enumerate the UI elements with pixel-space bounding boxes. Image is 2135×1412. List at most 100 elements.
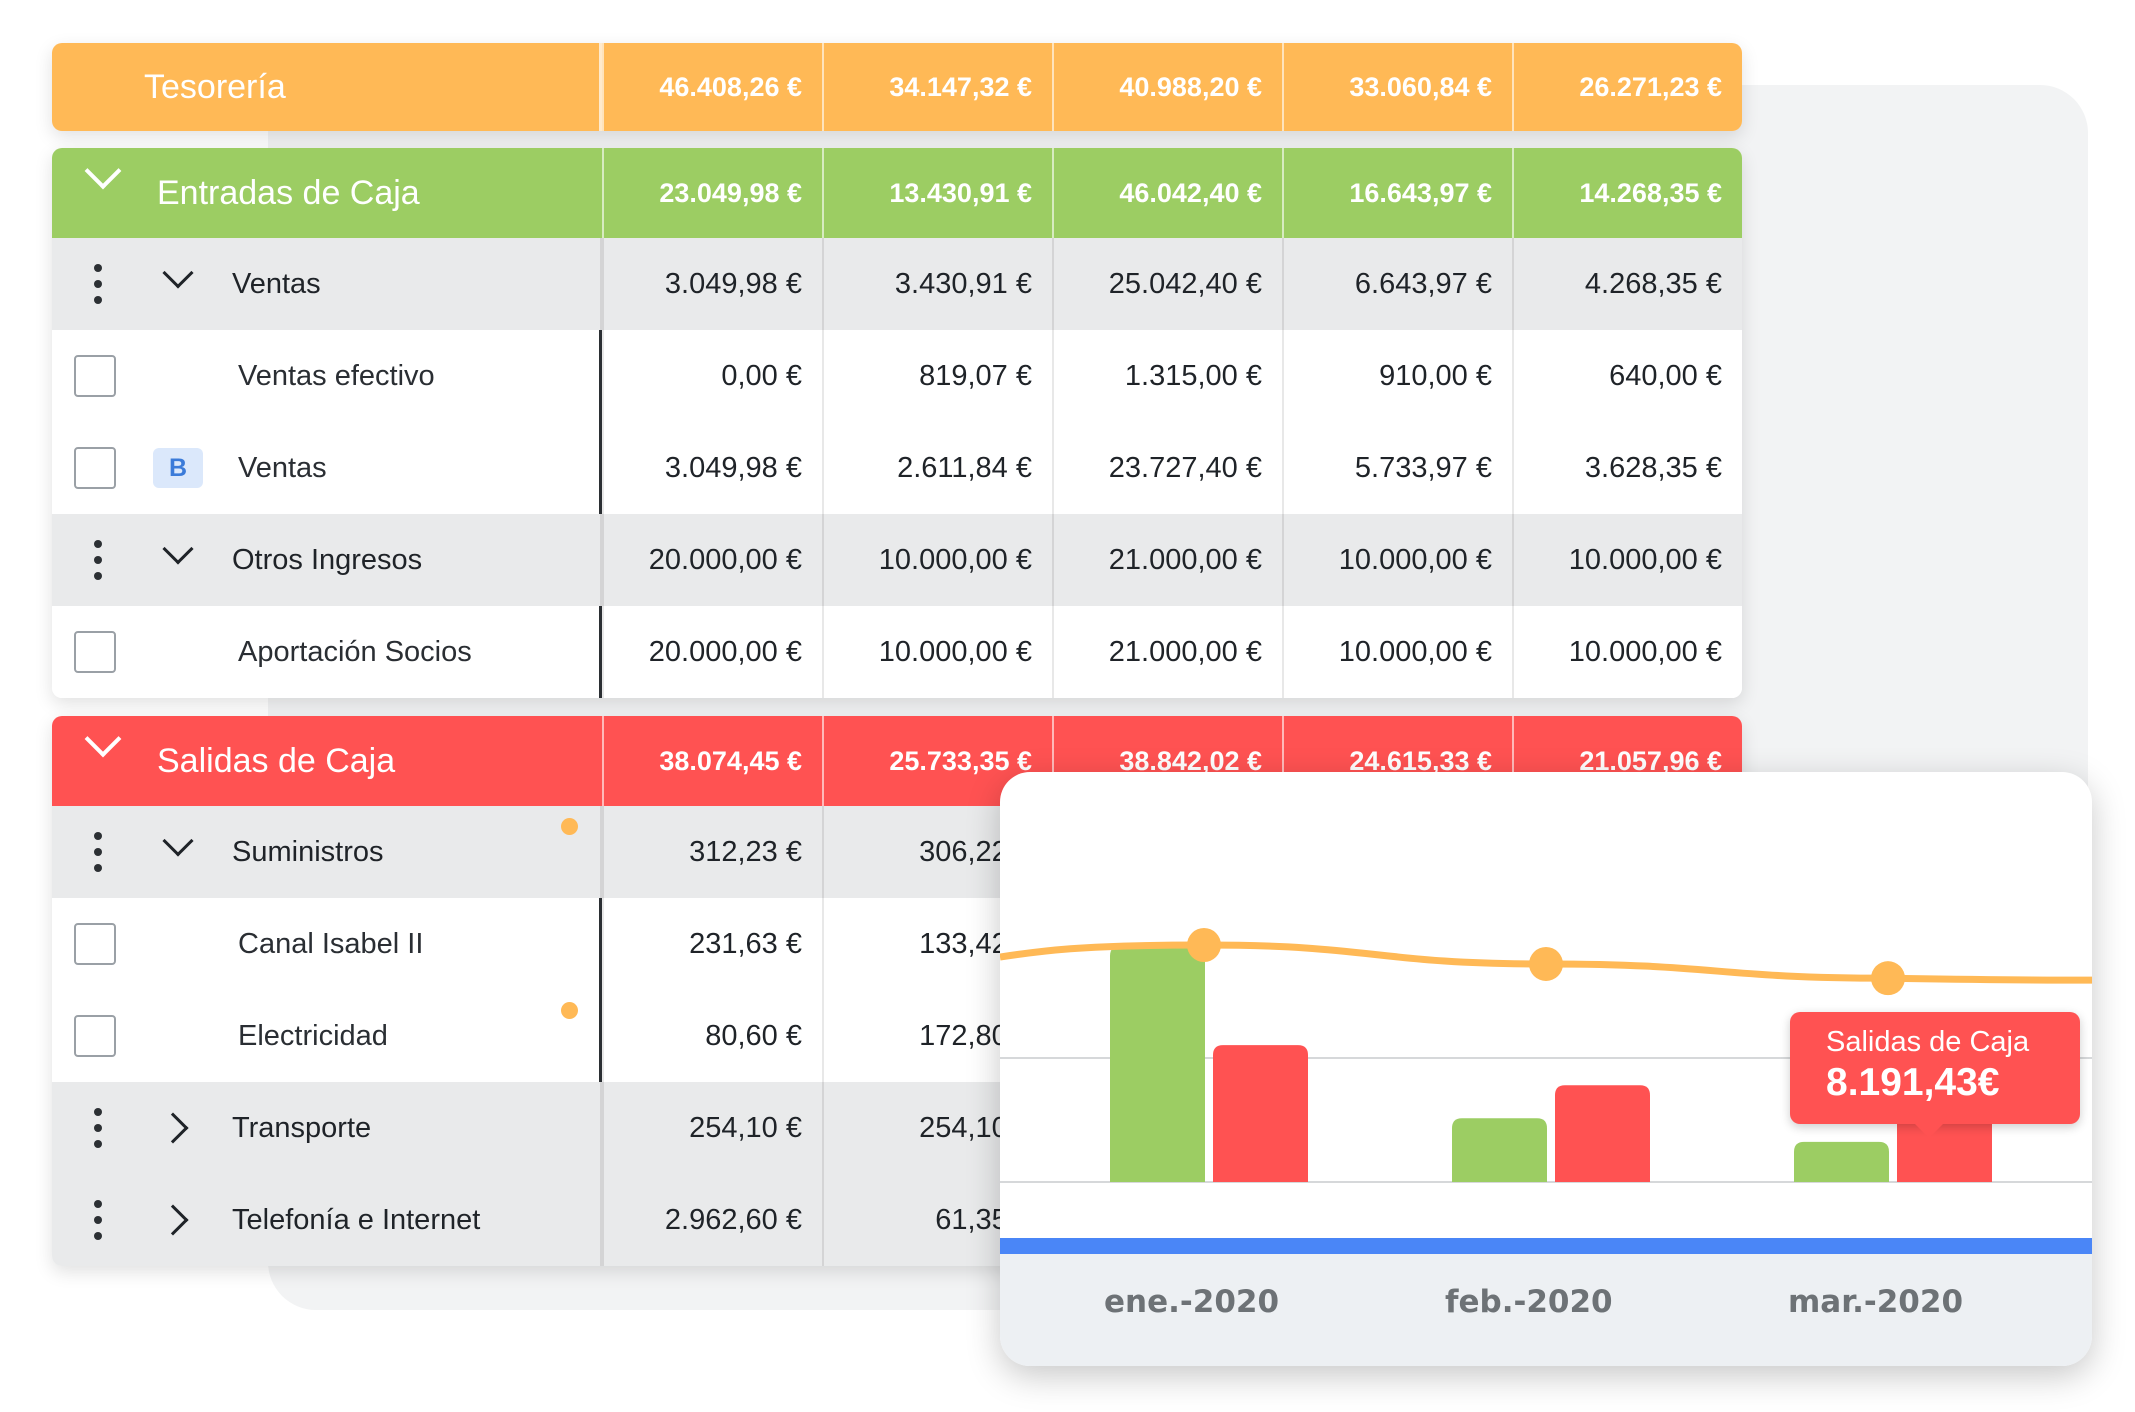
row-checkbox[interactable] [74,923,116,965]
cell-value[interactable]: 819,07 € [822,330,1052,422]
item-row-ventas[interactable]: B Ventas 3.049,98 € 2.611,84 € 23.727,40… [52,422,1742,514]
item-row-aportacion-socios[interactable]: Aportación Socios 20.000,00 € 10.000,00 … [52,606,1742,698]
cell-value[interactable]: 2.611,84 € [822,422,1052,514]
cell-value[interactable]: 640,00 € [1512,330,1742,422]
tooltip-arrow [1914,1123,1944,1138]
item-label: Aportación Socios [238,635,472,668]
chevron-down-icon[interactable] [84,720,122,758]
tooltip-value: 8.191,43€ [1826,1061,2000,1104]
group-label: Transporte [232,1111,372,1144]
item-label-cell: Canal Isabel II [52,898,602,990]
cell-value: 10.000,00 € [1282,514,1512,606]
item-label-cell: B Ventas [52,422,602,514]
group-label-cell: Suministros [52,806,602,898]
salidas-value: 38.074,45 € [602,716,822,806]
entradas-value: 46.042,40 € [1052,148,1282,238]
group-label: Otros Ingresos [232,543,423,576]
chevron-down-icon[interactable] [84,152,122,190]
cell-value: 25.042,40 € [1052,238,1282,330]
column-divider [599,990,602,1082]
tesoreria-label-cell: Tesorería [52,43,602,131]
cell-value[interactable]: 10.000,00 € [822,606,1052,698]
chevron-down-icon[interactable] [162,825,194,857]
cell-value: 10.000,00 € [1512,514,1742,606]
chart-plot [1000,928,2092,1183]
x-axis-label[interactable]: ene.-2020 [1104,1284,1280,1320]
row-checkbox[interactable] [74,355,116,397]
column-divider [599,422,602,514]
entradas-bar[interactable] [1110,946,1205,1182]
entradas-bar[interactable] [1794,1141,1889,1182]
salidas-value: 25.733,35 € [822,716,1052,806]
chevron-right-icon[interactable] [157,1204,189,1236]
chevron-down-icon[interactable] [162,257,194,289]
x-axis-label[interactable]: mar.-2020 [1788,1284,1964,1320]
item-label: Electricidad [238,1019,388,1052]
cell-value[interactable]: 0,00 € [602,330,822,422]
salidas-value: 24.615,33 € [1282,716,1512,806]
item-label-cell: Aportación Socios [52,606,602,698]
entradas-header-row[interactable]: Entradas de Caja 23.049,98 € 13.430,91 €… [52,148,1742,238]
more-options-icon[interactable] [94,832,102,872]
column-divider [599,898,602,990]
tesoreria-label: Tesorería [144,67,286,106]
row-checkbox[interactable] [74,1015,116,1057]
tesoreria-value: 26.271,23 € [1512,43,1742,131]
cell-value: 3.049,98 € [602,238,822,330]
cell-value[interactable]: 1.315,00 € [1052,330,1282,422]
more-options-icon[interactable] [94,1200,102,1240]
salidas-label: Salidas de Caja [157,741,396,780]
salidas-bar[interactable] [1213,1045,1308,1182]
trend-point[interactable] [1529,946,1563,981]
cell-value: 21.000,00 € [1052,514,1282,606]
cell-value[interactable]: 910,00 € [1282,330,1512,422]
salidas-value: 21.057,96 € [1512,716,1742,806]
cell-value[interactable]: 20.000,00 € [602,606,822,698]
cell-value[interactable]: 21.000,00 € [1052,606,1282,698]
chevron-down-icon[interactable] [162,533,194,565]
cell-value[interactable]: 23.727,40 € [1052,422,1282,514]
group-label: Telefonía e Internet [232,1203,481,1236]
cell-value[interactable]: 80,60 € [602,990,822,1082]
entradas-value: 23.049,98 € [602,148,822,238]
x-axis-area [1000,1254,2092,1366]
cell-value: 312,23 € [602,806,822,898]
row-checkbox[interactable] [74,631,116,673]
group-row-otros-ingresos[interactable]: Otros Ingresos 20.000,00 € 10.000,00 € 2… [52,514,1742,606]
chevron-right-icon[interactable] [157,1112,189,1144]
column-divider [599,330,602,422]
salidas-bar[interactable] [1555,1085,1650,1182]
row-checkbox[interactable] [74,447,116,489]
status-dot [561,818,578,835]
column-divider [599,606,602,698]
trend-point[interactable] [1187,928,1221,962]
trend-point[interactable] [1871,961,1905,996]
timeline-axis-bar[interactable] [1000,1238,2092,1254]
cell-value[interactable]: 3.049,98 € [602,422,822,514]
group-row-ventas[interactable]: Ventas 3.049,98 € 3.430,91 € 25.042,40 €… [52,238,1742,330]
tesoreria-value: 46.408,26 € [602,43,822,131]
group-label-cell: Otros Ingresos [52,514,602,606]
entradas-bar[interactable] [1452,1118,1547,1182]
cell-value[interactable]: 10.000,00 € [1512,606,1742,698]
more-options-icon[interactable] [94,264,102,304]
cell-value[interactable]: 3.628,35 € [1512,422,1742,514]
cell-value: 2.962,60 € [602,1174,822,1266]
tesoreria-value: 40.988,20 € [1052,43,1282,131]
cell-value: 6.643,97 € [1282,238,1512,330]
tesoreria-section: Tesorería 46.408,26 € 34.147,32 € 40.988… [52,43,1742,131]
bank-badge: B [153,448,203,488]
cell-value[interactable]: 231,63 € [602,898,822,990]
more-options-icon[interactable] [94,540,102,580]
item-row-ventas-efectivo[interactable]: Ventas efectivo 0,00 € 819,07 € 1.315,00… [52,330,1742,422]
tesoreria-value: 34.147,32 € [822,43,1052,131]
cell-value[interactable]: 5.733,97 € [1282,422,1512,514]
entradas-value: 13.430,91 € [822,148,1052,238]
salidas-label-cell: Salidas de Caja [52,716,602,806]
x-axis-label[interactable]: feb.-2020 [1445,1284,1613,1320]
more-options-icon[interactable] [94,1108,102,1148]
salidas-value: 38.842,02 € [1052,716,1282,806]
cell-value[interactable]: 10.000,00 € [1282,606,1512,698]
cell-value: 3.430,91 € [822,238,1052,330]
tesoreria-row[interactable]: Tesorería 46.408,26 € 34.147,32 € 40.988… [52,43,1742,131]
